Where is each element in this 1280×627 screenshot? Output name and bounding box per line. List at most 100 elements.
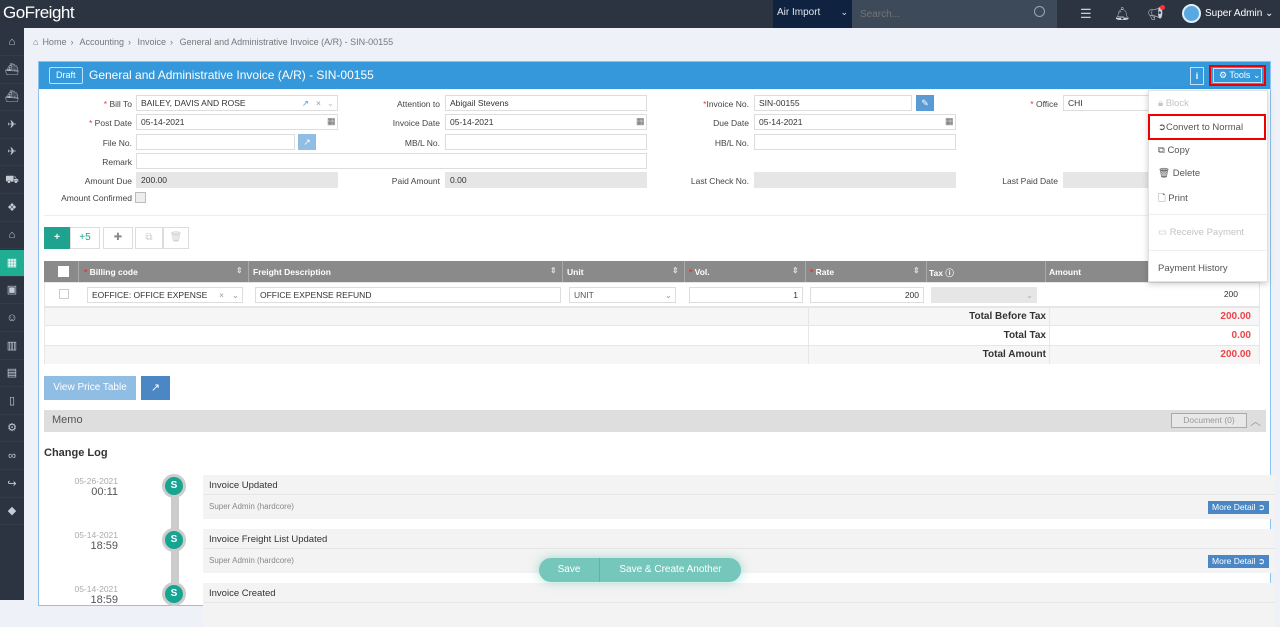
column-vol[interactable]: * Vol.: [689, 267, 710, 277]
document-icon[interactable]: ▤: [0, 360, 24, 388]
document-button[interactable]: Document (0): [1171, 413, 1247, 428]
bar-chart-icon[interactable]: ▥: [0, 333, 24, 360]
column-freight-description[interactable]: Freight Description: [253, 267, 331, 277]
row-checkbox[interactable]: [59, 289, 69, 299]
column-rate[interactable]: * Rate: [810, 267, 835, 277]
save-create-another-button[interactable]: Save & Create Another: [619, 564, 722, 575]
calendar-icon[interactable]: ▦: [636, 116, 645, 126]
vol-field[interactable]: 1: [689, 287, 803, 303]
chevron-up-icon[interactable]: ︿: [1250, 416, 1261, 428]
plane-takeoff-icon[interactable]: ✈: [0, 139, 24, 167]
select-all-checkbox[interactable]: [58, 266, 69, 277]
remark-label: Remark: [102, 157, 132, 167]
column-billing-code[interactable]: * Billing code: [84, 267, 138, 277]
bill-to-field[interactable]: BAILEY, DAVIS AND ROSE ↗ × ⌄: [136, 95, 338, 111]
memo-header[interactable]: Memo: [44, 410, 1266, 432]
warehouse-icon[interactable]: ⌂: [0, 222, 24, 250]
add-row-button[interactable]: +: [44, 227, 70, 249]
log-title: Invoice Updated: [209, 480, 278, 491]
menu-item-copy[interactable]: ⧉ Copy: [1158, 145, 1190, 156]
trash-icon[interactable]: 🗑︎: [163, 227, 189, 249]
search-input[interactable]: [852, 0, 1057, 28]
log-entry: Invoice Created: [203, 583, 1275, 627]
plane-landing-icon[interactable]: ✈: [0, 112, 24, 139]
user-menu[interactable]: Super Admin ⌄: [1205, 8, 1274, 19]
ship-import-icon[interactable]: ⛴: [0, 84, 24, 112]
remark-field[interactable]: [136, 153, 647, 169]
last-check-no-field: [754, 172, 956, 188]
module-select[interactable]: Air Import ⌄: [773, 0, 852, 28]
change-log: 05-26-2021 00:11 S Invoice Updated Super…: [38, 474, 1275, 627]
file-link-button[interactable]: ↗: [298, 134, 316, 150]
menu-item-print[interactable]: 🗋 Print: [1158, 193, 1188, 204]
calculator-icon[interactable]: ▦: [0, 249, 24, 277]
briefcase-icon[interactable]: ▣: [0, 277, 24, 305]
post-date-field[interactable]: 05-14-2021: [136, 114, 338, 130]
add-multiple-icon[interactable]: ✚: [103, 227, 133, 249]
menu-item-block[interactable]: 🔒︎ Block: [1158, 98, 1189, 109]
office-field[interactable]: CHI: [1063, 95, 1153, 111]
menu-item-delete[interactable]: 🗑︎ Delete: [1158, 168, 1201, 179]
breadcrumb-invoice[interactable]: Invoice: [137, 37, 167, 47]
rate-field[interactable]: 200: [810, 287, 924, 303]
amount-confirmed-checkbox[interactable]: [135, 192, 146, 203]
more-detail-button[interactable]: More Detail ➲: [1208, 501, 1269, 514]
logo[interactable]: GoFreight: [3, 3, 75, 22]
breadcrumb-accounting[interactable]: Accounting: [79, 37, 124, 47]
tools-label: Tools: [1229, 70, 1251, 80]
invoice-no-field[interactable]: SIN-00155: [754, 95, 912, 111]
save-button[interactable]: Save: [539, 558, 600, 582]
description-field[interactable]: OFFICE EXPENSE REFUND: [255, 287, 561, 303]
menu-item-convert-to-normal[interactable]: ➲Convert to Normal: [1158, 122, 1244, 133]
megaphone-icon[interactable]: 📢︎: [1147, 6, 1164, 21]
diamond-icon[interactable]: ◆: [0, 498, 24, 526]
boxes-icon[interactable]: ❖: [0, 195, 24, 222]
more-detail-button[interactable]: More Detail ➲: [1208, 555, 1269, 568]
status-badge: Draft: [49, 67, 83, 84]
copy-icon[interactable]: ⧉: [135, 227, 163, 249]
add-5-rows-button[interactable]: +5: [70, 227, 100, 249]
list-icon[interactable]: ☰: [1080, 6, 1092, 21]
column-tax[interactable]: Tax ⓘ: [929, 268, 954, 278]
contact-icon[interactable]: ☺: [0, 305, 24, 332]
home-icon[interactable]: ⌂: [0, 29, 24, 56]
magic-wand-button[interactable]: ✎: [916, 95, 934, 111]
user-name: Super Admin: [1205, 8, 1263, 19]
truck-icon[interactable]: ⛟: [0, 167, 24, 194]
invoice-date-field[interactable]: 05-14-2021: [445, 114, 647, 130]
share-icon[interactable]: ↪: [0, 471, 24, 498]
menu-item-payment-history[interactable]: Payment History: [1158, 263, 1228, 274]
panel-header: Draft General and Administrative Invoice…: [39, 62, 1270, 89]
info-button[interactable]: i: [1190, 67, 1204, 85]
gear-icon[interactable]: ⚙: [0, 415, 24, 443]
tax-select[interactable]: ⌄: [931, 287, 1037, 303]
chevron-down-icon: ⌄: [840, 7, 848, 17]
billing-code-select[interactable]: EOFFICE: OFFICE EXPENSE × ⌄: [87, 287, 243, 303]
attention-to-field[interactable]: Abigail Stevens: [445, 95, 647, 111]
book-icon[interactable]: ▯: [0, 388, 24, 415]
log-date: 05-26-2021: [74, 476, 118, 486]
due-date-field[interactable]: 05-14-2021: [754, 114, 956, 130]
calendar-icon[interactable]: ▦: [327, 116, 336, 126]
file-no-field[interactable]: [136, 134, 295, 150]
hbl-no-field[interactable]: [754, 134, 956, 150]
tools-button[interactable]: ⚙ Tools ⌄: [1209, 65, 1266, 86]
column-unit[interactable]: Unit: [567, 267, 584, 277]
view-price-table-button[interactable]: View Price Table: [44, 376, 136, 400]
link-icon[interactable]: ∞: [0, 443, 24, 470]
menu-item-receive-payment[interactable]: ▭ Receive Payment: [1158, 227, 1245, 238]
avatar[interactable]: [1182, 4, 1201, 23]
calendar-icon[interactable]: ▦: [945, 116, 954, 126]
search-icon[interactable]: [1034, 6, 1045, 17]
bell-icon[interactable]: 🔔︎: [1114, 6, 1131, 21]
ship-export-icon[interactable]: ⛴: [0, 57, 24, 84]
export-icon[interactable]: ↗: [141, 376, 170, 400]
breadcrumb-home[interactable]: Home: [42, 37, 67, 47]
tools-menu: 🔒︎ Block ➲Convert to Normal ⧉ Copy 🗑︎ De…: [1148, 90, 1268, 282]
unit-select[interactable]: UNIT ⌄: [569, 287, 676, 303]
log-entry: Invoice Updated Super Admin (hardcore) M…: [203, 475, 1275, 519]
grid-header: * Billing code ⇕ Freight Description ⇕ Uni…: [44, 261, 1148, 282]
attention-to-label: Attention to: [396, 99, 440, 109]
column-amount[interactable]: Amount: [1049, 267, 1082, 277]
mbl-no-field[interactable]: [445, 134, 647, 150]
